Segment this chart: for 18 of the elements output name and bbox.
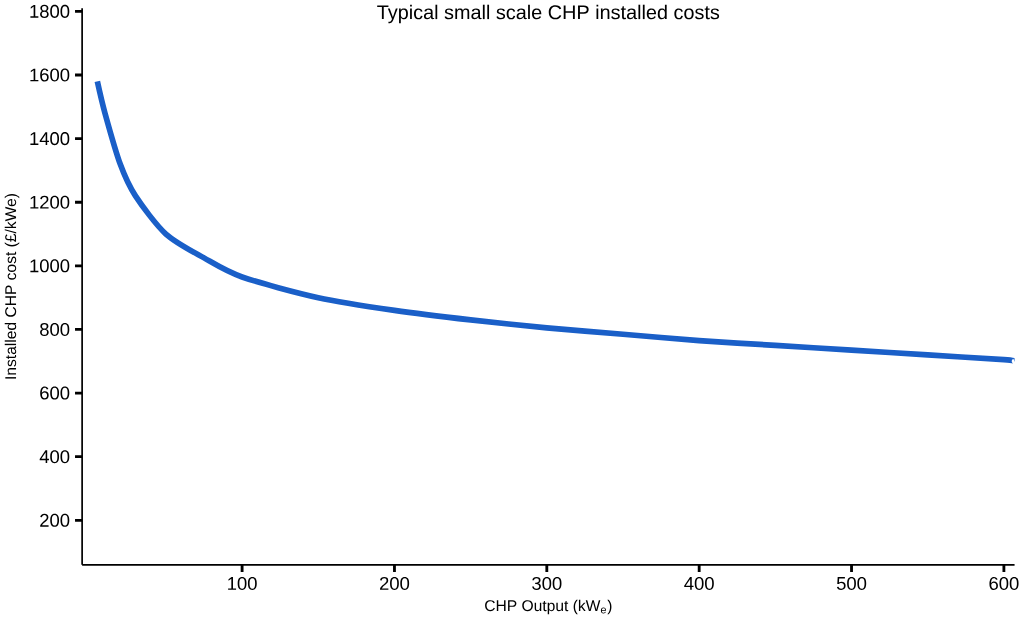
y-tick-label: 1600 xyxy=(30,68,70,82)
y-tick-label: 1800 xyxy=(30,4,70,18)
y-axis-title: Installed CHP cost (£/kWe) xyxy=(4,194,20,379)
x-tick-label: 100 xyxy=(228,576,257,590)
x-tick-label: 500 xyxy=(836,576,867,590)
y-tick-label: 800 xyxy=(40,322,70,336)
x-axis-title: CHP Output (kW$_{e}$) xyxy=(485,599,612,615)
x-tick-label: 200 xyxy=(380,576,410,590)
chart-title: Typical small scale CHP installed costs xyxy=(377,4,720,24)
x-tick-label: 600 xyxy=(989,576,1019,590)
x-tick-label: 300 xyxy=(532,576,562,590)
y-tick-label: 1000 xyxy=(30,259,70,273)
y-tick-label: 400 xyxy=(39,450,70,464)
y-tick-label: 1200 xyxy=(30,195,70,209)
y-tick-label: 1400 xyxy=(30,132,70,146)
x-tick-label: 400 xyxy=(684,576,714,590)
y-tick-label: 200 xyxy=(40,513,70,527)
y-tick-label: 600 xyxy=(40,386,70,400)
